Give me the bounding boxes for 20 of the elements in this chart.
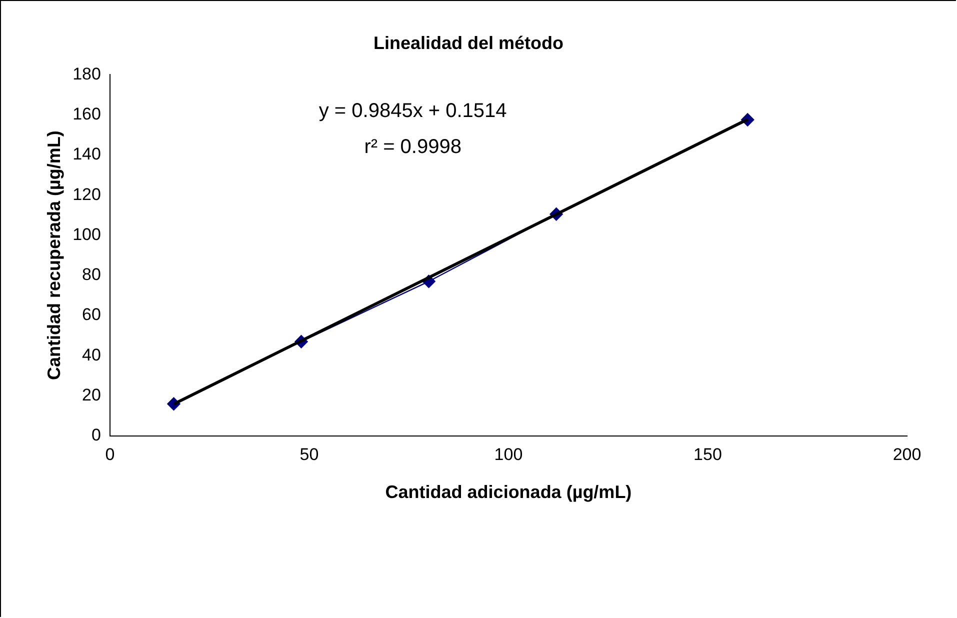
y-axis-title: Cantidad recuperada (µg/mL) <box>44 130 64 380</box>
y-tick-label: 120 <box>72 184 101 204</box>
y-tick-label: 60 <box>82 305 101 324</box>
x-tick-label: 150 <box>694 444 722 464</box>
y-tick-label: 80 <box>82 265 101 284</box>
y-tick-label: 180 <box>72 64 101 84</box>
x-tick-label: 50 <box>300 444 319 464</box>
y-tick-label: 160 <box>72 104 101 124</box>
x-tick-label: 200 <box>892 444 922 464</box>
x-tick-label: 100 <box>494 444 523 464</box>
annotation: y = 0.9845x + 0.1514 <box>318 100 507 122</box>
y-tick-label: 140 <box>72 144 101 164</box>
y-tick-label: 40 <box>82 345 101 364</box>
chart-title: Linealidad del método <box>373 32 564 53</box>
annotation: r² = 0.9998 <box>364 136 462 158</box>
y-tick-label: 100 <box>72 224 101 244</box>
x-tick-label: 0 <box>105 444 115 464</box>
x-axis-title: Cantidad adicionada (µg/mL) <box>385 482 632 502</box>
y-tick-label: 0 <box>91 426 101 445</box>
y-tick-label: 20 <box>82 386 101 405</box>
